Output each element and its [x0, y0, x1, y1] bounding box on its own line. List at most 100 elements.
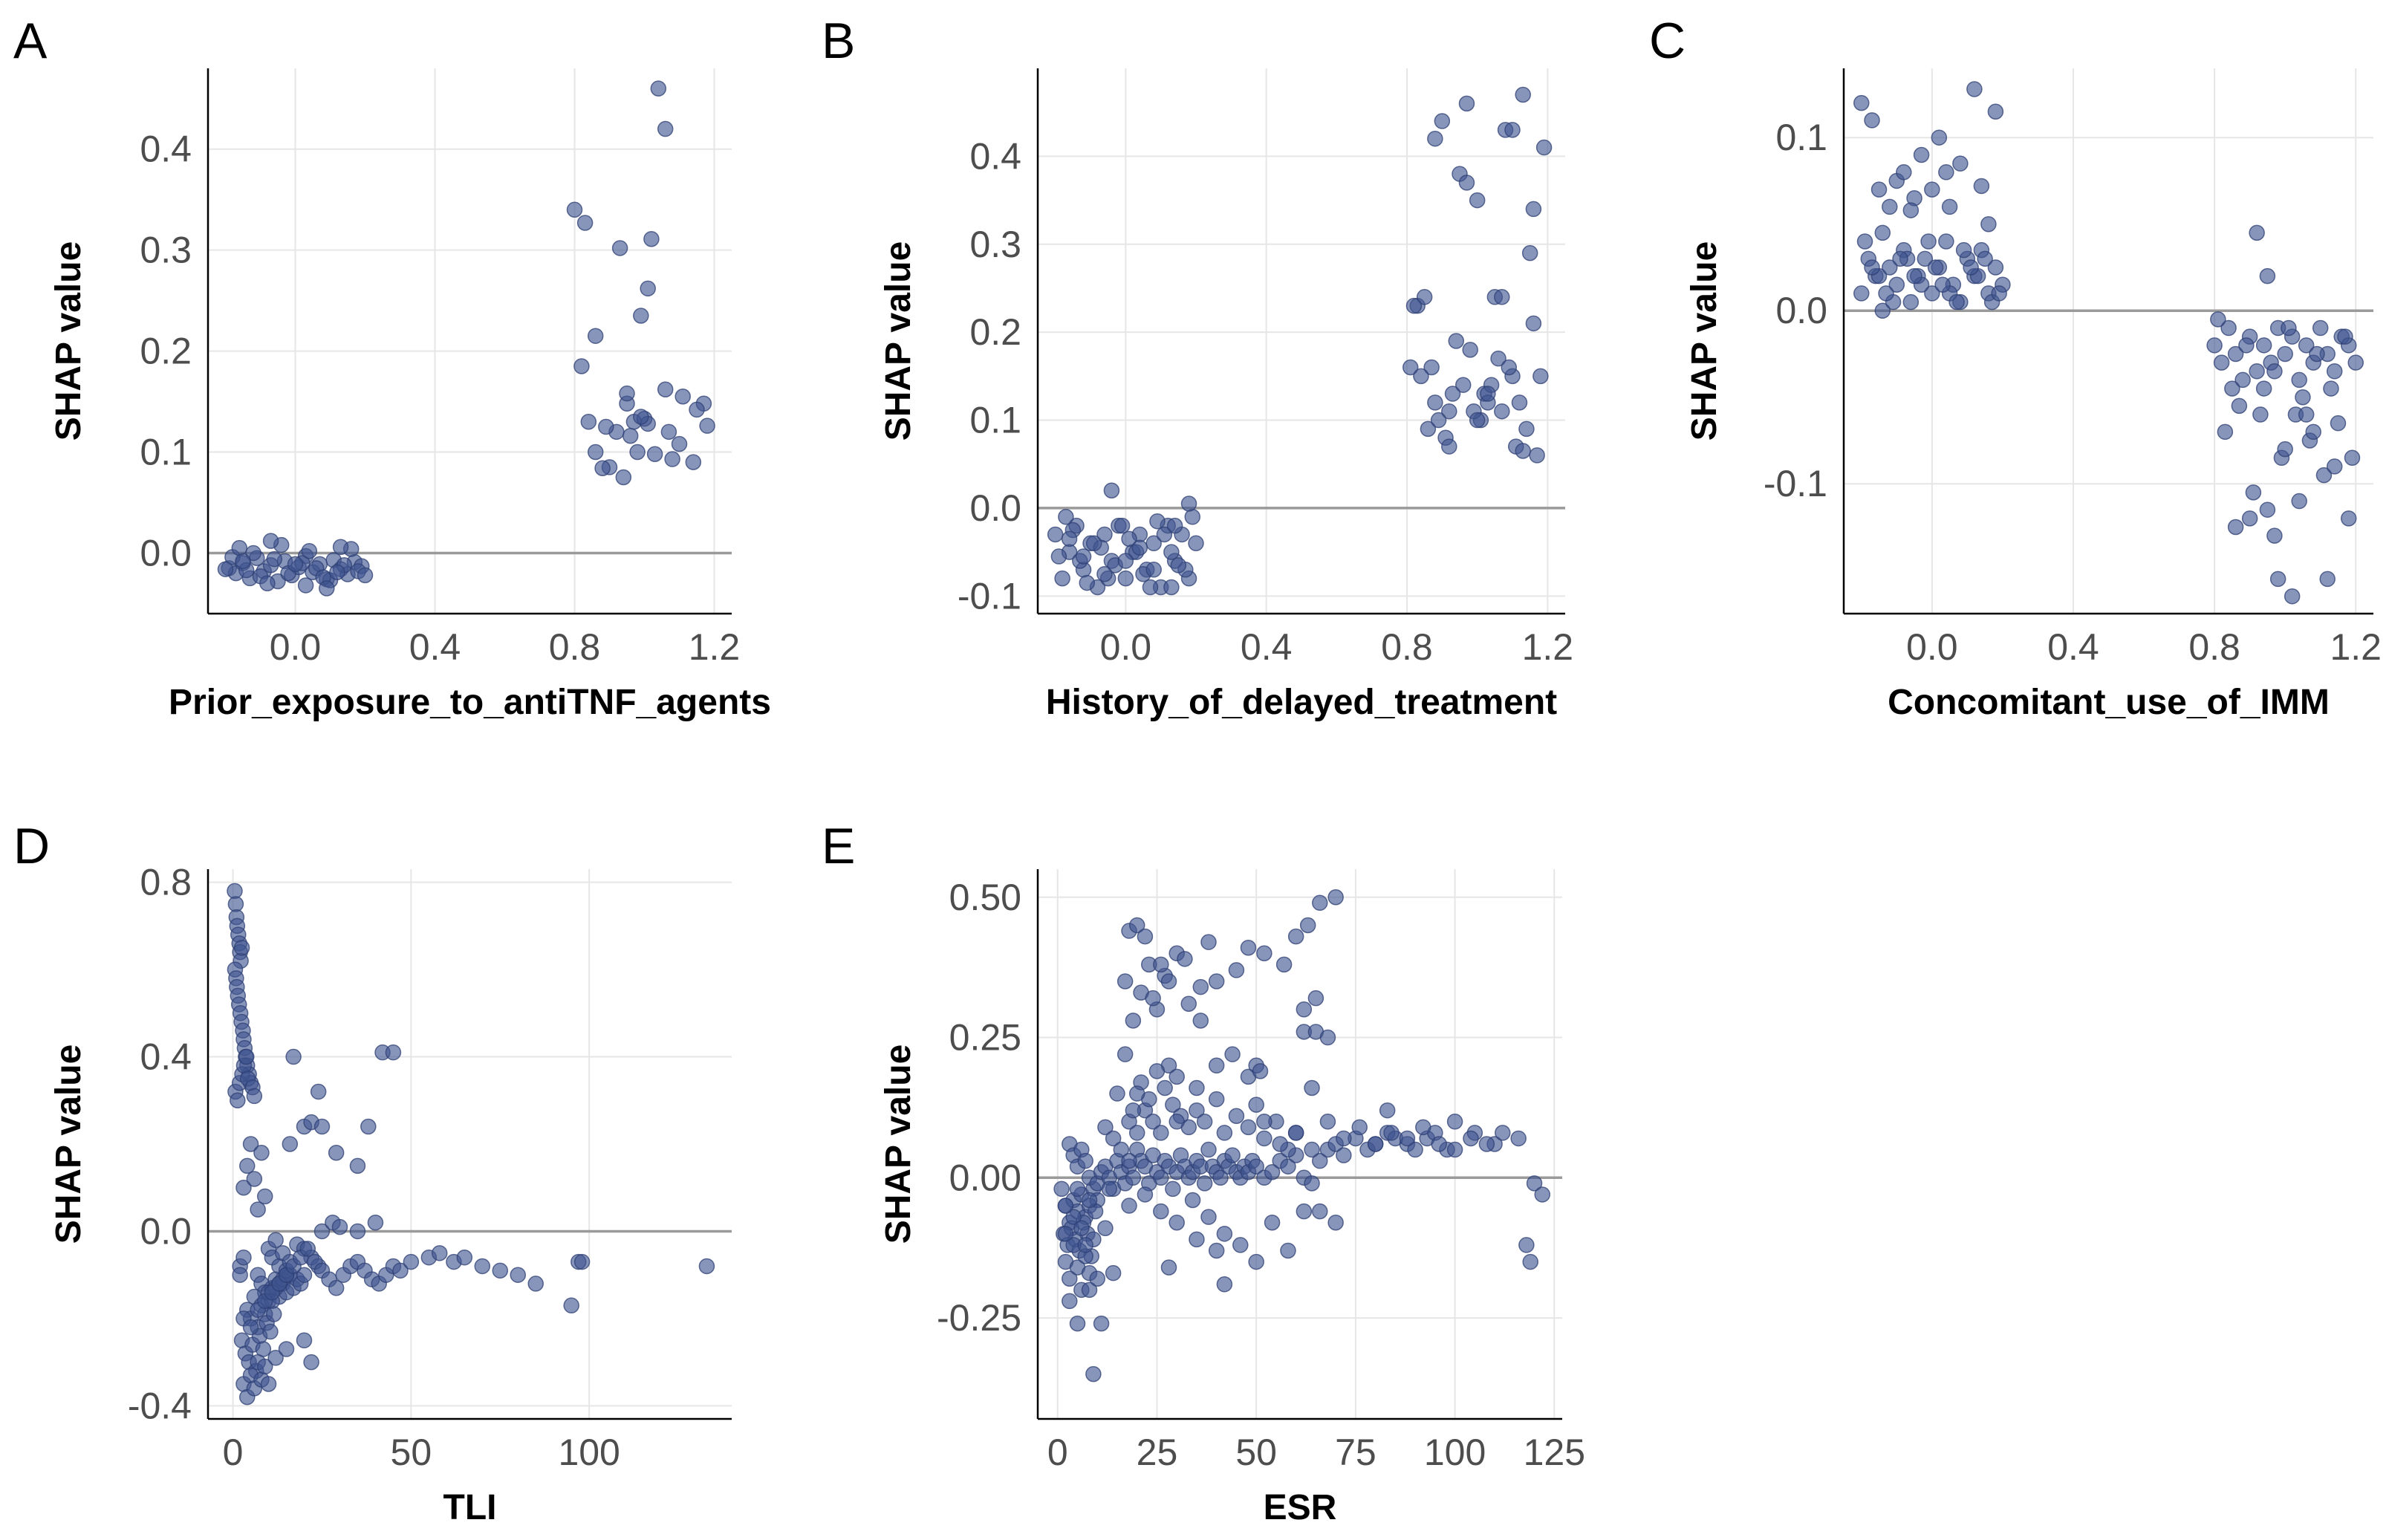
data-point: [1128, 1125, 1145, 1141]
data-point: [357, 567, 374, 584]
data-point: [1137, 928, 1154, 945]
data-point: [650, 80, 667, 97]
data-point: [1525, 315, 1542, 332]
data-point: [2277, 441, 2293, 458]
data-point: [2281, 319, 2297, 337]
x-axis-title: History_of_delayed_treatment: [1046, 683, 1557, 722]
data-point: [1931, 129, 1948, 146]
data-point: [1311, 1203, 1328, 1220]
data-point: [1117, 570, 1134, 587]
data-point: [1252, 1063, 1269, 1079]
data-point: [1434, 113, 1451, 129]
data-point: [2245, 484, 2262, 501]
data-point: [1427, 130, 1443, 147]
data-point: [1906, 267, 1922, 285]
data-point: [431, 1245, 448, 1261]
data-point: [1192, 978, 1209, 995]
data-point: [1105, 1264, 1122, 1281]
data-point: [1490, 350, 1506, 367]
data-point: [1430, 412, 1447, 429]
data-point: [1856, 233, 1873, 250]
data-point: [1069, 1180, 1086, 1198]
data-point: [1494, 403, 1510, 420]
data-point: [1216, 1125, 1233, 1141]
y-tick-label: 0.1: [1775, 117, 1827, 158]
x-tick-label: 0.0: [270, 626, 322, 668]
data-point: [1941, 198, 1958, 215]
data-point: [657, 381, 674, 397]
data-point: [1128, 1085, 1145, 1102]
data-point: [1157, 1079, 1173, 1096]
data-point: [576, 215, 594, 231]
data-point: [1125, 1013, 1142, 1029]
y-tick-label: -0.4: [128, 1385, 192, 1426]
data-point: [1075, 548, 1092, 565]
y-tick-label: 0.3: [969, 224, 1021, 265]
x-tick-label: 1.2: [1522, 626, 1574, 668]
data-point: [1917, 250, 1934, 267]
data-point: [1510, 1130, 1527, 1147]
data-point: [1058, 509, 1074, 525]
data-point: [1079, 574, 1096, 591]
data-point: [1184, 1192, 1201, 1209]
data-point: [1534, 1186, 1551, 1203]
data-point: [299, 1241, 316, 1257]
data-point: [611, 240, 628, 256]
data-point: [646, 446, 663, 462]
data-point: [262, 1323, 279, 1340]
x-tick-label: 0.8: [1381, 626, 1433, 668]
data-point: [2319, 571, 2336, 588]
x-tick-label: 0.4: [409, 626, 461, 668]
data-point: [349, 1157, 366, 1175]
data-point: [1454, 377, 1472, 393]
data-point: [1336, 1130, 1352, 1147]
data-point: [1280, 1158, 1296, 1175]
data-point: [573, 1253, 591, 1270]
data-point: [1515, 86, 1531, 103]
x-tick-label: 0: [1047, 1432, 1068, 1473]
data-point: [1153, 1169, 1169, 1186]
x-tick-label: 1.2: [689, 626, 741, 668]
data-point: [1184, 509, 1201, 525]
data-point: [313, 1118, 331, 1135]
data-point: [1336, 1147, 1352, 1163]
data-point: [2298, 406, 2315, 423]
data-point: [1304, 1141, 1320, 1158]
data-point: [1117, 973, 1134, 990]
data-point: [2266, 527, 2283, 544]
data-point: [1413, 368, 1429, 385]
data-point: [619, 385, 635, 402]
data-point: [1920, 233, 1937, 250]
data-point: [2231, 397, 2248, 415]
data-point: [1121, 1198, 1137, 1214]
data-point: [1081, 1192, 1098, 1209]
data-point: [2337, 328, 2353, 345]
data-point: [1535, 139, 1553, 156]
data-point: [1085, 1365, 1102, 1383]
data-point: [2206, 337, 2223, 354]
data-point: [1441, 403, 1457, 420]
data-point: [1913, 146, 1930, 163]
data-point: [1057, 1198, 1074, 1214]
data-point: [1311, 894, 1328, 912]
data-point: [1987, 103, 2004, 120]
panel-a: 0.0 0.4 0.8 1.2 0.0 0.1 0.2 0.3 0.4 Prior_exposur…: [13, 13, 771, 722]
data-point: [1420, 420, 1437, 438]
x-tick-label: 125: [1524, 1432, 1585, 1473]
data-point: [1097, 1220, 1114, 1237]
data-point: [1200, 1141, 1217, 1158]
data-point: [232, 1267, 248, 1283]
data-point: [296, 1267, 313, 1283]
y-tick-label: 0.25: [949, 1017, 1021, 1059]
data-point: [1208, 973, 1225, 990]
data-point: [1296, 1001, 1313, 1018]
data-point: [1446, 1114, 1463, 1130]
data-point: [685, 454, 702, 470]
data-point: [1114, 517, 1131, 534]
data-point: [1121, 530, 1137, 548]
data-point: [1518, 420, 1535, 438]
data-point: [1902, 293, 1920, 311]
data-point: [640, 280, 656, 297]
data-point: [231, 539, 248, 556]
data-point: [1053, 1180, 1070, 1198]
